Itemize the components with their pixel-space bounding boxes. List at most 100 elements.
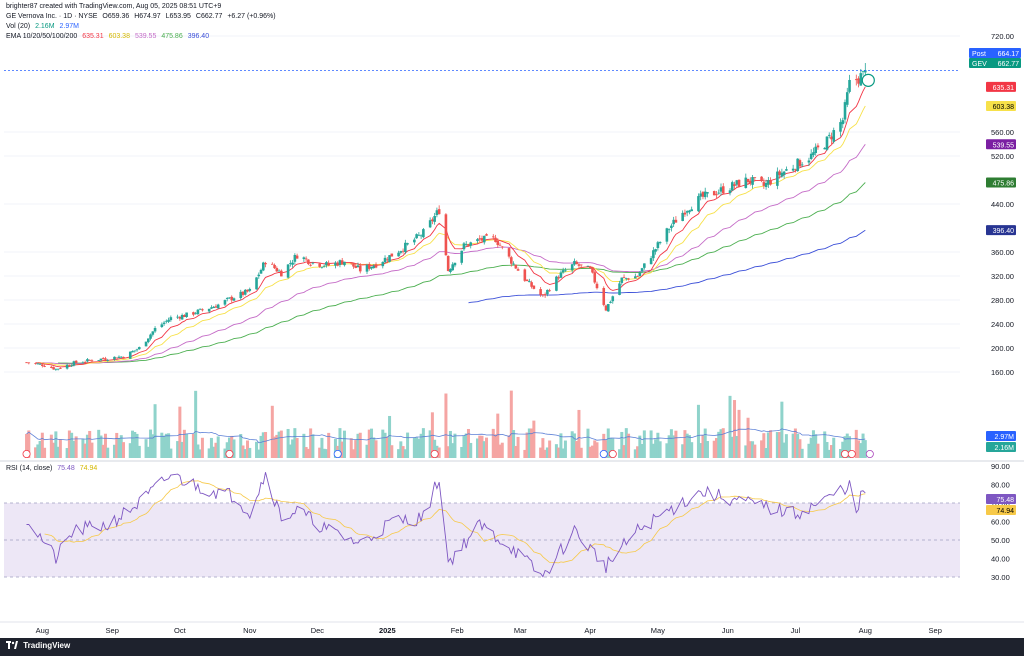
candle-body xyxy=(733,184,736,186)
volume-bar xyxy=(572,433,576,458)
volume-bar xyxy=(196,444,200,458)
candle-body xyxy=(383,257,387,263)
volume-bar xyxy=(737,409,741,458)
volume-bar xyxy=(185,434,189,458)
volume-bar xyxy=(232,439,236,458)
vol-ma-badge-bg xyxy=(986,431,1016,441)
candle-body xyxy=(354,265,358,268)
volume-bar xyxy=(667,435,671,458)
volume-bar xyxy=(322,448,326,458)
candle-body xyxy=(559,272,563,278)
footer-bar: TradingView xyxy=(0,638,1024,656)
rsi-tick-label: 40.00 xyxy=(991,555,1010,564)
candle-body xyxy=(564,270,567,272)
candle-body xyxy=(649,258,653,265)
candle-body xyxy=(25,362,28,364)
candle-body xyxy=(812,152,815,156)
candle-body xyxy=(570,264,574,271)
ohlc-low: L653.95 xyxy=(165,13,191,20)
candle-body xyxy=(861,70,865,72)
volume-bar xyxy=(730,436,734,458)
candle-body xyxy=(656,242,660,249)
event-marker-icon xyxy=(865,449,874,458)
attribution-line: brighter87 created with TradingView.com,… xyxy=(6,3,222,10)
volume-bar xyxy=(225,442,229,458)
volume-bar xyxy=(261,432,265,458)
volume-bar xyxy=(554,444,558,458)
price-chart-canvas[interactable]: 720.00 560.00 520.00 440.00 360.00 320.00 280.… xyxy=(0,0,1024,638)
candle-body xyxy=(133,350,137,352)
candle-body xyxy=(291,262,294,265)
candle-body xyxy=(246,289,249,292)
price-tick-label: 280.00 xyxy=(991,296,1014,305)
candle-body xyxy=(343,261,346,266)
volume-bar xyxy=(112,444,116,458)
volume-bar xyxy=(374,440,378,458)
post-price-badge-bg xyxy=(969,48,1021,58)
volume-bar xyxy=(340,441,344,458)
candle-body xyxy=(406,243,409,245)
ohlc-high: H674.97 xyxy=(134,13,161,20)
candle-body xyxy=(232,298,236,301)
x-tick-label: Feb xyxy=(451,626,464,635)
ema50-badge-value: 539.55 xyxy=(993,142,1015,149)
volume-bar xyxy=(101,444,105,458)
candle-body xyxy=(248,288,252,291)
candle-body xyxy=(228,297,231,299)
volume-bar xyxy=(460,446,464,458)
candle-body xyxy=(147,338,150,343)
candle-body xyxy=(320,266,324,268)
volume-bar xyxy=(194,390,198,458)
volume-bar xyxy=(180,441,184,458)
volume-bar xyxy=(854,429,858,458)
volume-bar xyxy=(52,442,56,458)
volume-bar xyxy=(227,437,231,458)
candle-body xyxy=(697,196,700,212)
candle-body xyxy=(56,368,60,370)
candle-body xyxy=(65,364,69,369)
volume-bar xyxy=(25,433,29,458)
ema10-badge-bg xyxy=(986,81,1016,92)
symbol-legend: GE Vernova Inc. · 1D · NYSE O659.36 H674… xyxy=(6,13,279,20)
candle-body xyxy=(336,262,339,266)
volume-bar xyxy=(351,449,355,458)
candle-body xyxy=(825,136,829,150)
ema10-badge-value: 635.31 xyxy=(993,85,1015,92)
volume-bar xyxy=(327,432,331,458)
candle-body xyxy=(674,219,678,223)
candle-body xyxy=(135,349,139,351)
volume-bar xyxy=(333,438,337,458)
volume-bar xyxy=(681,444,685,458)
volume-bar xyxy=(103,433,107,458)
volume-bar xyxy=(401,446,405,458)
volume-bar xyxy=(304,447,308,458)
volume-bar xyxy=(848,436,852,458)
volume-bar xyxy=(744,445,748,458)
candle-body xyxy=(541,294,545,296)
volume-bar xyxy=(714,438,718,458)
volume-bar xyxy=(444,393,448,458)
price-tick-label: 720.00 xyxy=(991,32,1014,41)
volume-bar xyxy=(500,442,504,458)
candle-body xyxy=(97,360,100,361)
volume-bar xyxy=(633,449,637,458)
x-tick-label: Oct xyxy=(174,626,187,635)
volume-bar xyxy=(829,445,833,458)
volume-bar xyxy=(595,442,599,458)
candle-body xyxy=(119,356,123,358)
candle-body xyxy=(561,270,565,273)
ema20-badge-bg xyxy=(986,100,1016,111)
volume-bar xyxy=(832,437,836,458)
vol-badge-bg xyxy=(986,442,1016,452)
volume-bar xyxy=(798,439,802,458)
volume-bar xyxy=(494,434,498,458)
volume-bar xyxy=(464,433,468,458)
candle-body xyxy=(539,289,542,295)
volume-bar xyxy=(144,439,148,458)
volume-bar xyxy=(437,447,441,458)
volume-bar xyxy=(397,449,401,458)
candle-body xyxy=(796,158,799,172)
candle-body xyxy=(399,251,403,253)
candle-body xyxy=(832,130,836,142)
volume-bar xyxy=(153,404,157,458)
